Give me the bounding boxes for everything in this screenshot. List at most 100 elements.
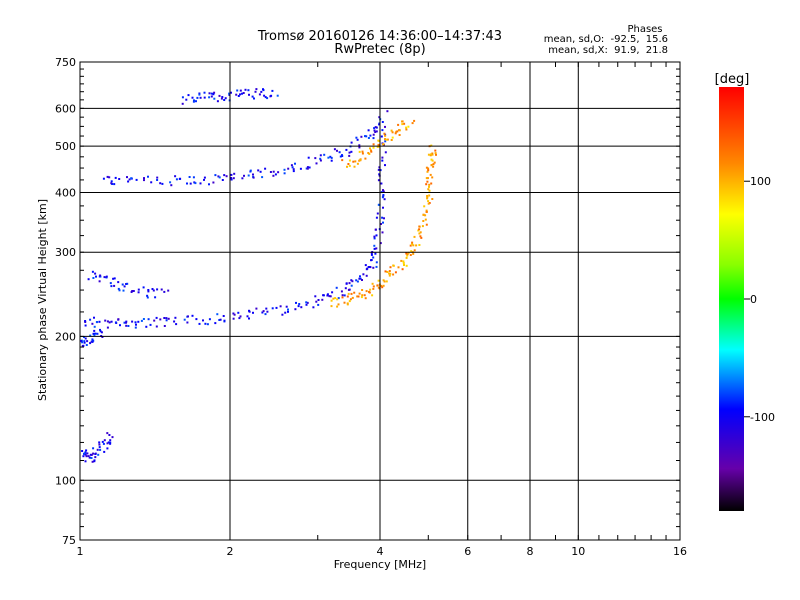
scatter-point <box>93 329 96 332</box>
scatter-point <box>156 288 159 291</box>
scatter-point <box>427 188 430 191</box>
scatter-point <box>223 320 226 323</box>
scatter-point <box>271 89 274 92</box>
scatter-point <box>235 93 238 96</box>
scatter-point <box>188 176 191 178</box>
scatter-point <box>96 332 99 335</box>
scatter-point <box>262 310 265 313</box>
scatter-point <box>378 173 381 176</box>
scatter-point <box>358 150 361 153</box>
scatter-point <box>147 175 149 178</box>
scatter-point <box>287 308 289 311</box>
scatter-point <box>223 174 226 177</box>
scatter-point <box>261 311 264 314</box>
scatter-point <box>372 146 375 149</box>
scatter-point <box>361 279 363 281</box>
scatter-point <box>346 295 349 298</box>
scatter-point <box>203 176 206 179</box>
scatter-point <box>405 256 408 259</box>
scatter-point <box>307 156 310 159</box>
scatter-point <box>281 313 284 316</box>
scatter-point <box>130 177 133 180</box>
scatter-point <box>374 126 377 129</box>
scatter-point <box>82 344 85 347</box>
scatter-point <box>370 253 373 256</box>
scatter-point <box>153 319 156 322</box>
scatter-point <box>83 341 86 344</box>
scatter-point <box>82 455 85 458</box>
scatter-point <box>146 296 149 299</box>
scatter-point <box>378 140 381 142</box>
scatter-point <box>106 320 109 323</box>
scatter-point <box>336 298 339 301</box>
scatter-point <box>243 174 245 177</box>
scatter-point <box>428 185 430 188</box>
scatter-point <box>350 284 353 287</box>
scatter-point <box>94 452 97 455</box>
scatter-point <box>373 237 376 240</box>
scatter-point <box>377 279 380 282</box>
stats-x: mean, sd,X: 91.9, 21.8 <box>548 45 668 56</box>
scatter-point <box>411 122 414 125</box>
scatter-point <box>159 182 162 185</box>
scatter-point <box>208 96 211 99</box>
scatter-point <box>106 447 109 450</box>
scatter-point <box>368 266 371 268</box>
scatter-point <box>305 167 308 170</box>
scatter-point <box>428 189 431 192</box>
scatter-point <box>328 295 331 298</box>
scatter-point <box>420 236 423 239</box>
scatter-point <box>110 285 113 288</box>
scatter-point <box>175 323 178 326</box>
scatter-point <box>137 320 140 323</box>
scatter-point <box>154 296 157 299</box>
scatter-point <box>425 209 428 212</box>
scatter-point <box>93 334 96 337</box>
scatter-point <box>365 290 368 293</box>
colorbar-gradient <box>719 87 744 511</box>
scatter-point <box>343 294 346 297</box>
scatter-point <box>247 174 250 177</box>
scatter-point <box>175 178 178 181</box>
scatter-point <box>364 297 367 300</box>
scatter-point <box>266 97 269 100</box>
scatter-point <box>98 446 101 449</box>
scatter-point <box>99 275 102 278</box>
scatter-point <box>94 332 97 335</box>
scatter-point <box>81 341 84 344</box>
scatter-point <box>426 180 429 183</box>
scatter-point <box>249 169 252 172</box>
scatter-point <box>389 266 392 269</box>
scatter-point <box>370 259 373 261</box>
scatter-point <box>163 317 166 319</box>
scatter-point <box>429 173 432 176</box>
scatter-point <box>99 328 101 331</box>
scatter-point <box>248 93 250 96</box>
scatter-point <box>219 318 222 321</box>
scatter-point <box>361 150 364 153</box>
scatter-point <box>381 196 384 199</box>
scatter-point <box>222 315 225 317</box>
scatter-point <box>432 163 435 166</box>
scatter-point <box>350 150 353 153</box>
scatter-point <box>241 92 243 95</box>
scatter-point <box>272 174 275 177</box>
scatter-point <box>134 321 137 324</box>
scatter-point <box>383 280 386 283</box>
scatter-point <box>430 182 433 185</box>
scatter-point <box>375 265 378 268</box>
y-tick-label: 750 <box>55 56 76 69</box>
scatter-point <box>85 455 88 458</box>
scatter-point <box>377 143 380 146</box>
scatter-point <box>407 251 410 254</box>
scatter-point <box>371 294 374 297</box>
scatter-point <box>202 319 204 322</box>
scatter-point <box>117 281 120 284</box>
stats-o: mean, sd,O: -92.5, 15.6 <box>544 34 668 45</box>
scatter-point <box>330 305 333 308</box>
scatter-point <box>212 181 215 184</box>
scatter-point <box>378 123 381 126</box>
scatter-point <box>125 324 128 327</box>
y-tick-label: 100 <box>55 474 76 487</box>
scatter-point <box>347 288 350 291</box>
